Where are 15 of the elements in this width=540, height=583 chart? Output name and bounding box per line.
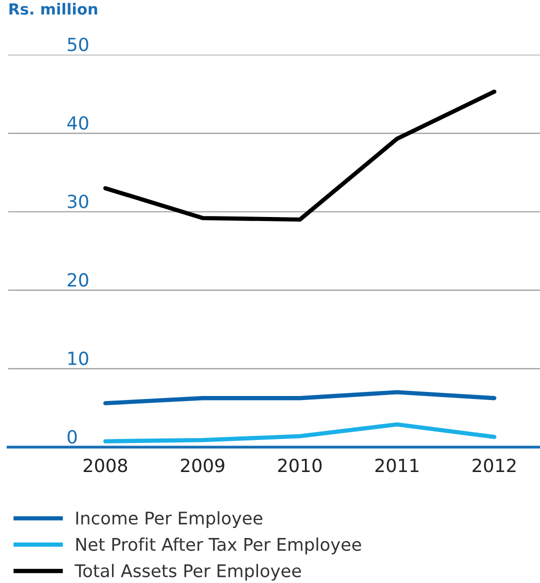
y-tick-label: 30 <box>68 194 88 208</box>
x-tick-label: 2008 <box>84 458 128 472</box>
legend-label: Net Profit After Tax Per Employee <box>76 538 362 554</box>
y-tick-label: 50 <box>68 38 88 52</box>
y-tick-label: 10 <box>68 352 88 366</box>
x-tick-label: 2010 <box>278 458 322 472</box>
x-tick-label: 2009 <box>180 458 224 472</box>
x-tick-label: 2012 <box>472 458 516 472</box>
legend-label: Income Per Employee <box>76 511 262 528</box>
y-tick-label: 20 <box>68 273 88 287</box>
x-tick-label: 2011 <box>375 458 418 472</box>
legend-label: Total Assets Per Employee <box>74 564 301 581</box>
y-tick-label: 0 <box>68 430 77 444</box>
y-axis-title: Rs. million <box>10 2 98 15</box>
y-tick-label: 40 <box>67 116 88 130</box>
